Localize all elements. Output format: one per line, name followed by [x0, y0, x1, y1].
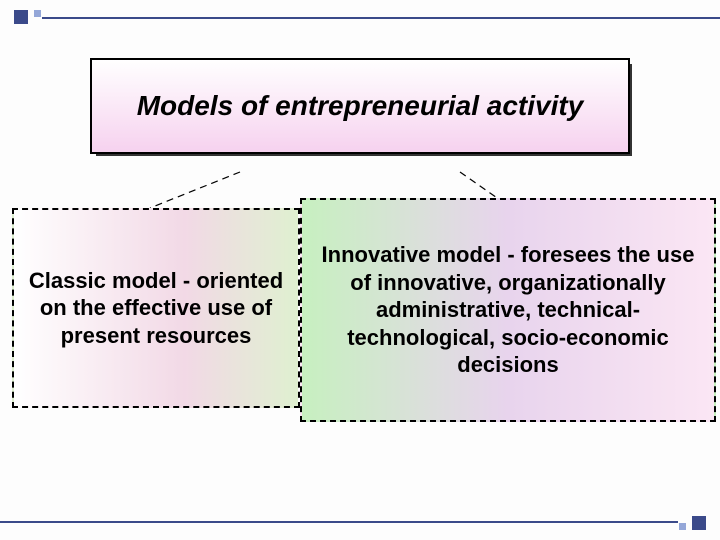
classic-model-text: Classic model - oriented on the effectiv…	[22, 267, 290, 350]
slide-decoration-top	[14, 10, 41, 28]
title-container: Models of entrepreneurial activity	[90, 58, 626, 150]
innovative-model-text: Innovative model - foresees the use of i…	[310, 241, 706, 379]
slide-decoration-bottom	[679, 512, 706, 530]
slide-title: Models of entrepreneurial activity	[90, 58, 630, 154]
slide-title-text: Models of entrepreneurial activity	[137, 89, 584, 123]
connector-right	[460, 172, 500, 200]
classic-model-box: Classic model - oriented on the effectiv…	[12, 208, 300, 408]
innovative-model-box: Innovative model - foresees the use of i…	[300, 198, 716, 422]
connector-left	[150, 172, 240, 208]
